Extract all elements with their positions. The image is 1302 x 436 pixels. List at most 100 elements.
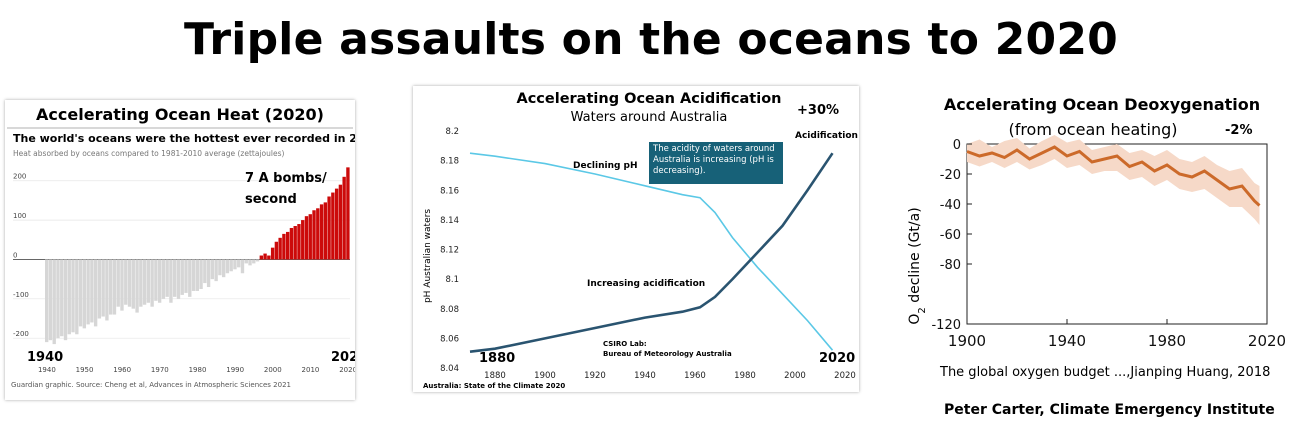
heat-bar (255, 259, 260, 262)
heat-bar (105, 259, 109, 321)
heat-bar (312, 210, 316, 260)
heat-bar (112, 259, 117, 315)
heat-chart-title: Accelerating Ocean Heat (2020) (36, 105, 324, 124)
acid-x-tick-label: 2020 (834, 371, 856, 381)
heat-bar (206, 259, 211, 288)
heat-bar (289, 227, 294, 260)
heat-bar (124, 259, 128, 305)
oxy-chart-subtitle: (from ocean heating) (1008, 120, 1177, 139)
heat-bar (131, 259, 135, 309)
acid-callout-box (649, 142, 783, 184)
heat-annotation-line-1: 7 A bombs/ (245, 171, 327, 186)
acid-x-tick-label: 1960 (684, 371, 706, 381)
heat-bar (127, 259, 132, 307)
credit-line: Peter Carter, Climate Emergency Institut… (944, 402, 1275, 418)
acid-chart-subtitle: Waters around Australia (571, 110, 728, 125)
heat-bar (60, 259, 64, 337)
heat-start-label: 1940 (27, 350, 63, 365)
acid-y-axis-label: pH Australian waters (423, 209, 433, 303)
oxy-uncertainty-band (967, 135, 1260, 225)
heat-bar (169, 259, 173, 303)
heat-bar (75, 259, 79, 335)
oxy-y-tick-label: -80 (940, 258, 961, 273)
heat-bar (86, 259, 90, 325)
declining-ph-label: Declining pH (573, 161, 638, 171)
heat-bar (52, 259, 56, 345)
page-title: Triple assaults on the oceans to 2020 (184, 14, 1118, 65)
acid-y-tick-label: 8.2 (445, 127, 459, 137)
heat-bar (259, 255, 263, 260)
oxy-y-axis-label: O2 decline (Gt/a) (907, 207, 928, 324)
heat-x-tick-label: 1980 (189, 366, 207, 374)
ocean-heat-chart: Accelerating Ocean Heat (2020) The world… (7, 105, 380, 389)
ocean-deoxygenation-panel: Accelerating Ocean Deoxygenation (from o… (905, 88, 1286, 388)
heat-bar (150, 259, 154, 307)
increasing-acidification-line (469, 152, 834, 353)
heat-y-tick-label: -100 (13, 291, 29, 299)
increasing-acidification-label: Increasing acidification (587, 279, 705, 289)
acid-callout: The acidity of waters around Australia i… (653, 144, 775, 176)
heat-bar (221, 259, 226, 278)
heat-bar (195, 259, 199, 291)
heat-bar (229, 259, 233, 272)
heat-bar (78, 259, 83, 327)
heat-bar (188, 259, 192, 297)
acid-x-tick-label: 1900 (534, 371, 556, 381)
declining-ph-line (469, 152, 834, 351)
heat-annotation-line-2: second (245, 192, 297, 207)
heat-bar (184, 259, 188, 293)
heat-bar (157, 259, 162, 303)
oxy-y-tick-label: 0 (953, 138, 961, 153)
heat-x-tick-label: 1990 (226, 366, 244, 374)
acid-x-tick-label: 1880 (484, 371, 506, 381)
heat-bar (161, 259, 166, 299)
oxy-source: The global oxygen budget ...,Jianping Hu… (939, 365, 1270, 380)
heat-bar (248, 259, 252, 266)
heat-bar (63, 259, 68, 341)
heat-bar (308, 214, 312, 260)
acid-source: Australia: State of the Climate 2020 (423, 382, 565, 390)
oxy-x-tick-label: 1940 (1048, 332, 1086, 350)
acid-start-label: 1880 (479, 351, 515, 366)
ocean-acidification-chart: Accelerating Ocean Acidification Waters … (423, 91, 858, 390)
acid-x-tick-label: 1980 (734, 371, 756, 381)
acid-x-tick-label: 2000 (784, 371, 806, 381)
heat-x-tick-label: 2010 (302, 366, 320, 374)
heat-bar (45, 259, 49, 343)
acid-acidification-label: Acidification (795, 131, 858, 141)
heat-x-tick-label: 1960 (113, 366, 131, 374)
heat-bar (346, 167, 350, 260)
heat-bar (323, 202, 328, 260)
heat-bar (109, 259, 113, 315)
heat-bar (146, 259, 151, 303)
heat-bar (270, 247, 275, 260)
heat-bar (173, 259, 177, 297)
heat-x-tick-label: 2020 (339, 366, 355, 374)
heat-chart-subtitle: The world's oceans were the hottest ever… (13, 132, 355, 145)
oxy-y-tick-label: -60 (940, 228, 961, 243)
heat-bar (214, 259, 218, 282)
heat-end-label: 2020 (331, 350, 355, 365)
heat-bar (203, 259, 207, 284)
acid-y-tick-label: 8.18 (440, 157, 459, 167)
acid-y-tick-label: 8.14 (440, 216, 459, 226)
heat-bar (218, 259, 222, 276)
heat-bar (304, 216, 309, 260)
heat-bar (71, 259, 75, 333)
heat-bar (154, 259, 158, 301)
heat-bar (278, 237, 282, 260)
heat-bar (139, 259, 143, 307)
heat-bar (327, 196, 331, 260)
heat-bar (240, 259, 245, 274)
oxy-x-tick-label: 2020 (1248, 332, 1285, 350)
heat-bar (199, 259, 203, 289)
ocean-acidification-panel: Accelerating Ocean Acidification Waters … (413, 86, 859, 392)
oxy-chart-title: Accelerating Ocean Deoxygenation (944, 95, 1260, 114)
oxy-y-axis-label-rest: decline (Gt/a) (907, 207, 923, 307)
heat-x-tick-label: 1940 (38, 366, 56, 374)
heat-bar (56, 259, 60, 339)
acid-x-tick-label: 1920 (584, 371, 606, 381)
acid-chart-title: Accelerating Ocean Acidification (516, 91, 781, 107)
heat-bar (165, 259, 169, 297)
heat-bar (342, 176, 346, 260)
